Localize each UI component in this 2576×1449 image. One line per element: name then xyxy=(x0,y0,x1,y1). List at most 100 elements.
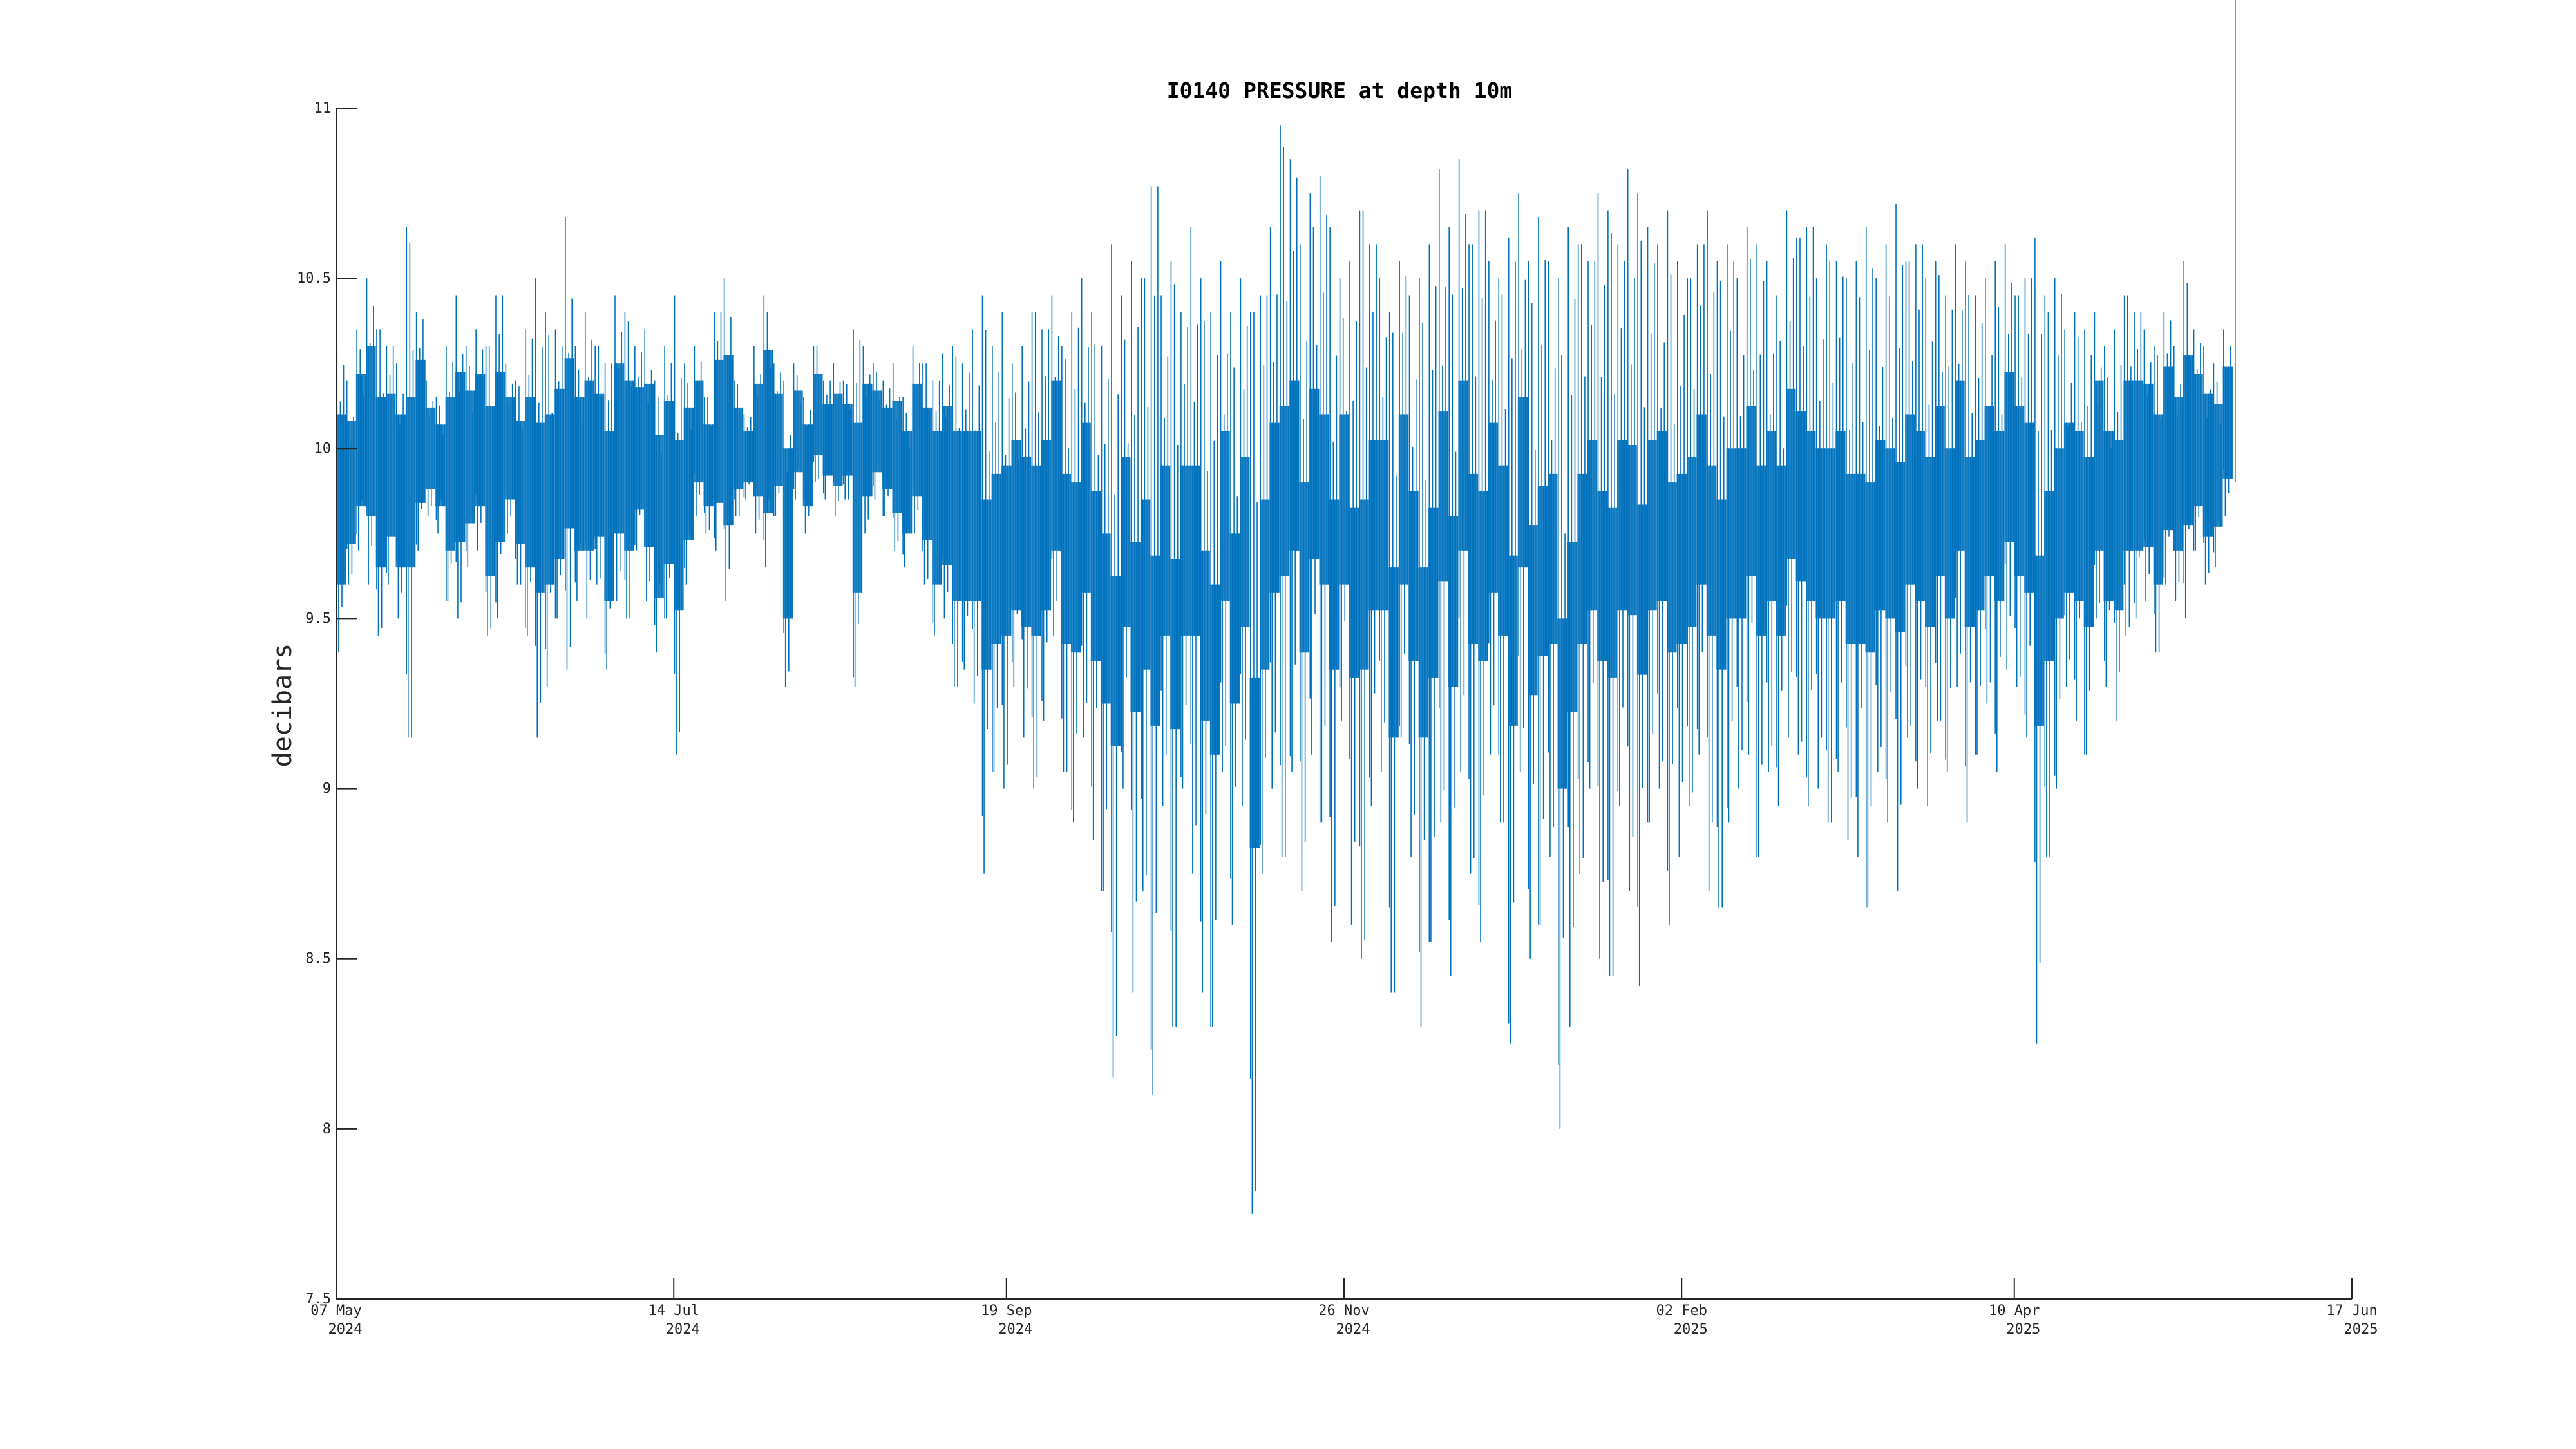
series-band-segment xyxy=(1468,473,1479,645)
series-band-segment xyxy=(1984,406,1994,576)
series-band-segment xyxy=(1706,465,1717,636)
series-band-segment xyxy=(643,383,654,547)
series-band-segment xyxy=(763,350,773,513)
series-band-segment xyxy=(1209,584,1220,755)
series-band-segment xyxy=(465,390,475,524)
series-band-segment xyxy=(961,431,972,602)
series-band-segment xyxy=(1081,422,1091,593)
series-band-segment xyxy=(1458,380,1468,551)
series-band-segment xyxy=(942,406,952,566)
series-band-segment xyxy=(2103,431,2114,602)
series-band-segment xyxy=(1240,457,1250,627)
series-band-segment xyxy=(2153,414,2164,585)
series-band-segment xyxy=(1636,504,1647,675)
x-tick-label: 10 Apr xyxy=(1989,1303,2040,1319)
series-band-segment xyxy=(1627,445,1637,616)
series-band-segment xyxy=(882,407,893,489)
x-tick-label: 02 Feb xyxy=(1656,1303,1707,1319)
series-band-segment xyxy=(1805,431,1816,602)
series-band-segment xyxy=(1329,499,1340,670)
series-band-segment xyxy=(495,372,506,542)
series-band-segment xyxy=(1716,499,1727,670)
series-band-segment xyxy=(1070,482,1081,653)
series-band-segment xyxy=(1647,440,1657,611)
series-band-segment xyxy=(395,414,406,568)
series-band-segment xyxy=(713,359,724,503)
x-tick-label: 07 May xyxy=(310,1303,361,1319)
series-band-segment xyxy=(1746,406,1756,576)
y-axis-label: decibars xyxy=(268,643,298,768)
series-band-segment xyxy=(425,407,436,489)
series-band-segment xyxy=(951,431,962,602)
series-band-segment xyxy=(2202,393,2213,537)
y-tick-label: 8 xyxy=(323,1121,331,1137)
x-tick-label: 19 Sep xyxy=(981,1303,1032,1319)
series-band-segment xyxy=(1508,555,1518,726)
series-band-segment xyxy=(1736,448,1747,619)
series-band-segment xyxy=(1200,550,1210,721)
series-band-segment xyxy=(1548,473,1558,645)
series-band-segment xyxy=(1220,431,1230,602)
y-ticks: 7.5 8 8.5 9 9.5 10 10.5 11 xyxy=(297,100,357,1307)
series-band-segment xyxy=(1309,388,1320,559)
series-band-segment xyxy=(1795,411,1806,582)
series-band-segment xyxy=(2074,431,2084,602)
series-band-segment xyxy=(336,414,346,585)
series-band-segment xyxy=(1726,448,1737,619)
series-band-segment xyxy=(1776,465,1786,636)
series-band-segment xyxy=(1130,542,1141,712)
x-ticks: 07 May 2024 14 Jul 2024 19 Sep 2024 26 Nov 2024… xyxy=(310,1278,2378,1338)
series-band-segment xyxy=(544,414,555,585)
series-band-segment xyxy=(922,407,933,540)
series-band-segment xyxy=(1150,555,1160,726)
series-band-segment xyxy=(574,397,585,551)
series-band-segment xyxy=(1448,516,1459,687)
series-band-segment xyxy=(1955,380,1965,551)
x-tick-year-label: 2024 xyxy=(666,1321,700,1338)
y-tick-label: 7.5 xyxy=(305,1291,331,1307)
series-band-segment xyxy=(445,397,456,551)
series-band-segment xyxy=(1815,448,1826,619)
series-band-segment xyxy=(594,393,605,537)
y-tick-label: 11 xyxy=(314,100,332,117)
series-band-segment xyxy=(1528,525,1538,696)
series-band-segment xyxy=(1090,491,1101,661)
series-band-segment xyxy=(564,358,575,529)
series-band-segment xyxy=(1438,411,1448,582)
y-tick-label: 10.5 xyxy=(297,270,331,287)
x-tick-year-label: 2024 xyxy=(328,1321,363,1338)
series-band-segment xyxy=(1121,457,1131,627)
series-band-segment xyxy=(1170,558,1180,730)
series-band-segment xyxy=(1229,533,1240,704)
series-band-segment xyxy=(2034,555,2045,726)
series-band-segment xyxy=(1319,414,1329,585)
series-band-segment xyxy=(2113,440,2124,611)
series-band-segment xyxy=(2133,380,2144,551)
series-band-segment xyxy=(782,448,793,619)
series-band-segment xyxy=(1061,473,1071,645)
series-band-segment xyxy=(753,383,764,497)
series-band-segment xyxy=(1289,380,1300,551)
series-band-segment xyxy=(1667,482,1677,653)
series-band-segment xyxy=(2123,380,2134,551)
x-tick-year-label: 2024 xyxy=(998,1321,1032,1338)
series-band-segment xyxy=(773,393,783,486)
series-band-segment xyxy=(2083,457,2094,627)
series-band-segment xyxy=(1011,440,1021,611)
series-band-segment xyxy=(1686,457,1697,627)
series-band-segment xyxy=(1031,465,1041,636)
series-band-segment xyxy=(1359,499,1369,670)
series-band-segment xyxy=(971,431,982,602)
series-band-segment xyxy=(375,397,386,568)
series-band-segment xyxy=(1299,482,1310,653)
series-band-segment xyxy=(1497,465,1508,636)
series-band-segment xyxy=(1964,457,1975,627)
series-band-segment xyxy=(1408,491,1419,661)
series-band-segment xyxy=(1577,473,1587,645)
series-band-segment xyxy=(802,424,813,507)
series-band-segment xyxy=(1517,397,1528,568)
series-band-segment xyxy=(1915,431,1925,602)
series-band-segment xyxy=(872,390,883,473)
series-band-segment xyxy=(1398,414,1409,585)
